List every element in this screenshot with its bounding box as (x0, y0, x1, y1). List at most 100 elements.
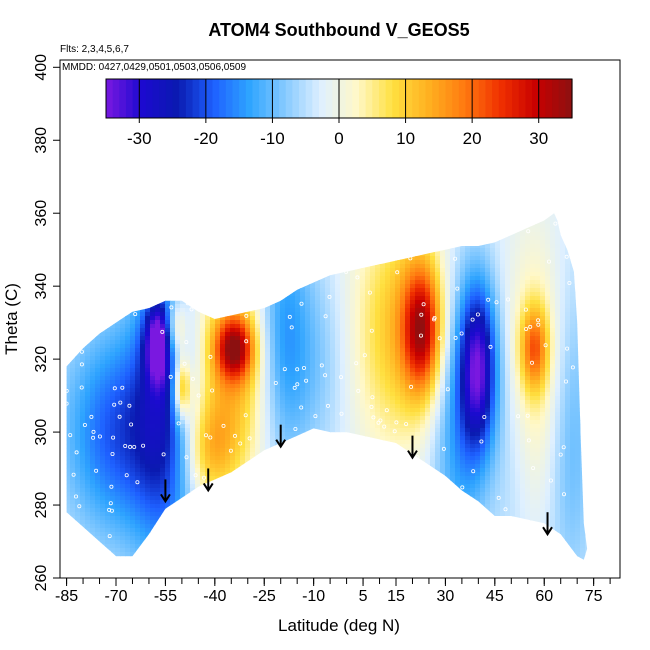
heatmap-cell (70, 428, 76, 433)
heatmap-cell (140, 412, 146, 417)
heatmap-cell (270, 464, 276, 469)
heatmap-cell (275, 276, 281, 281)
heatmap-cell (210, 416, 216, 421)
heatmap-cell (230, 520, 236, 525)
heatmap-cell (185, 232, 191, 237)
heatmap-cell (85, 548, 91, 553)
heatmap-cell (66, 332, 71, 337)
heatmap-cell (155, 404, 161, 409)
heatmap-cell (60, 276, 66, 281)
heatmap-cell (320, 260, 326, 265)
heatmap-cell (230, 532, 236, 537)
heatmap-cell (70, 420, 76, 425)
heatmap-cell (220, 572, 226, 577)
heatmap-cell (225, 268, 231, 273)
heatmap-cell (270, 320, 276, 325)
heatmap-cell (275, 508, 281, 513)
heatmap-cell (180, 396, 186, 401)
heatmap-cell (305, 560, 311, 565)
heatmap-cell (255, 352, 261, 357)
heatmap-cell (215, 272, 221, 277)
heatmap-cell (290, 208, 296, 213)
heatmap-cell (275, 213, 281, 217)
heatmap-cell (255, 416, 261, 421)
heatmap-cell (255, 536, 261, 541)
heatmap-cell (195, 544, 201, 549)
heatmap-cell (120, 488, 126, 493)
heatmap-cell (125, 456, 131, 461)
heatmap-cell (260, 416, 266, 421)
heatmap-cell (305, 484, 311, 489)
heatmap-cell (240, 548, 246, 553)
heatmap-cell (205, 404, 211, 409)
heatmap-cell (125, 500, 131, 505)
heatmap-cell (190, 264, 196, 269)
heatmap-cell (105, 568, 111, 573)
heatmap-cell (320, 376, 326, 381)
heatmap-cell (200, 444, 206, 449)
heatmap-cell (270, 384, 276, 389)
heatmap-cell (60, 396, 66, 401)
heatmap-cell (235, 552, 241, 557)
heatmap-cell (270, 300, 276, 305)
heatmap-cell (120, 200, 126, 205)
heatmap-cell (260, 404, 266, 409)
heatmap-cell (60, 548, 66, 553)
heatmap-cell (120, 476, 126, 481)
heatmap-cell (225, 356, 231, 361)
heatmap-cell (260, 464, 266, 469)
heatmap-cell (195, 508, 201, 513)
heatmap-cell (265, 336, 271, 341)
heatmap-cell (145, 256, 151, 261)
heatmap-cell (160, 320, 166, 325)
heatmap-cell (155, 556, 161, 560)
heatmap-cell (135, 336, 141, 341)
heatmap-cell (120, 532, 126, 537)
heatmap-cell (155, 448, 161, 453)
heatmap-cell (240, 404, 246, 409)
heatmap-cell (165, 452, 171, 457)
heatmap-cell (305, 408, 311, 413)
heatmap-cell (80, 356, 86, 361)
heatmap-cell (185, 464, 191, 469)
heatmap-cell (300, 516, 306, 521)
heatmap-cell (200, 316, 206, 321)
heatmap-cell (215, 300, 221, 305)
heatmap-cell (240, 308, 246, 313)
heatmap-cell (170, 432, 176, 437)
heatmap-cell (225, 324, 231, 329)
heatmap-cell (150, 504, 156, 509)
heatmap-cell (200, 556, 206, 560)
heatmap-cell (285, 408, 291, 413)
heatmap-cell (75, 512, 81, 517)
heatmap-cell (280, 352, 286, 357)
heatmap-cell (90, 452, 96, 457)
heatmap-cell (165, 544, 171, 549)
heatmap-cell (175, 336, 181, 341)
heatmap-cell (170, 404, 176, 409)
heatmap-cell (135, 300, 141, 305)
heatmap-cell (160, 260, 166, 265)
heatmap-cell (290, 320, 296, 325)
heatmap-cell (220, 520, 226, 525)
heatmap-cell (255, 440, 261, 445)
heatmap-cell (75, 296, 81, 301)
heatmap-cell (105, 552, 111, 557)
heatmap-cell (105, 224, 111, 229)
heatmap-cell (165, 516, 171, 521)
heatmap-cell (225, 508, 231, 513)
heatmap-cell (265, 412, 271, 417)
heatmap-cell (125, 264, 131, 269)
heatmap-cell (105, 308, 111, 313)
heatmap-cell (240, 228, 246, 233)
heatmap-cell (66, 244, 71, 249)
heatmap-cell (295, 524, 301, 529)
heatmap-cell (275, 264, 281, 269)
heatmap-cell (295, 368, 301, 373)
heatmap-cell (170, 308, 176, 313)
heatmap-cell (90, 288, 96, 293)
heatmap-cell (230, 312, 236, 317)
heatmap-cell (85, 424, 91, 429)
heatmap-cell (125, 288, 131, 293)
heatmap-cell (280, 528, 286, 533)
